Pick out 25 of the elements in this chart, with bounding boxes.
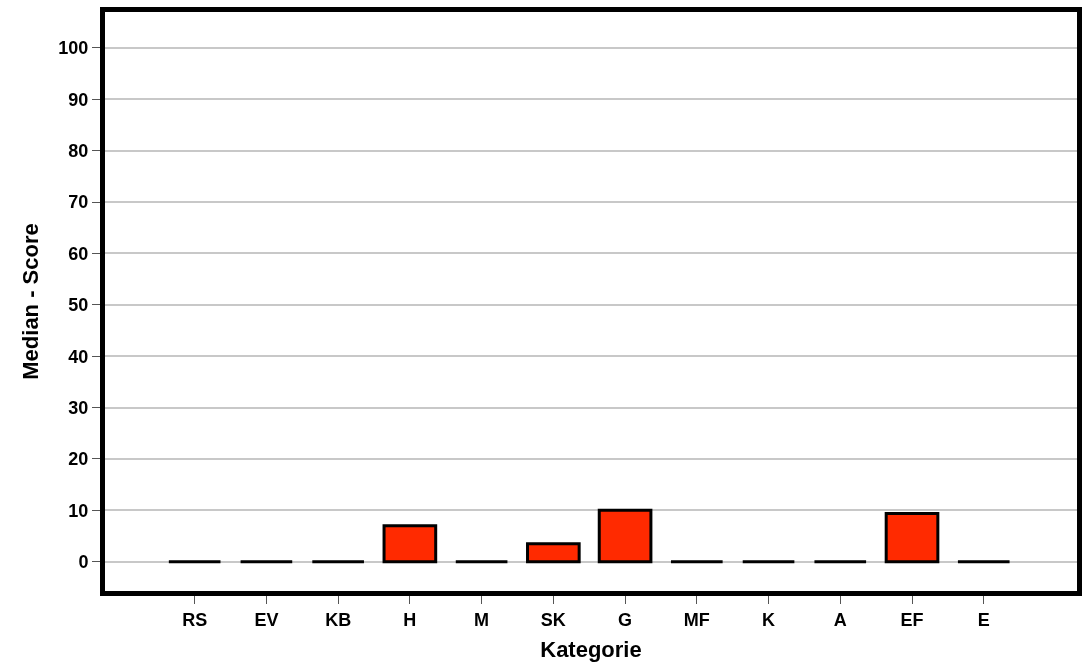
y-tick-label: 0 (78, 552, 89, 573)
y-tick-label: 40 (68, 346, 89, 367)
x-tick-label: SK (540, 609, 566, 630)
x-tick-label: A (833, 609, 847, 630)
x-tick-label: E (977, 609, 990, 630)
x-tick-label: H (403, 609, 417, 630)
x-tick-label: MF (683, 609, 710, 630)
y-tick-label: 20 (68, 449, 89, 470)
x-tick-label: M (474, 609, 490, 630)
x-tick-label: EV (254, 609, 279, 630)
x-tick-label: G (618, 609, 633, 630)
y-tick-label: 80 (68, 141, 89, 162)
x-tick-label: K (762, 609, 776, 630)
y-tick-label: 10 (68, 500, 89, 521)
x-tick-label: KB (325, 609, 352, 630)
y-axis-title: Median - Score (18, 223, 44, 380)
y-tick-label: 50 (68, 295, 89, 316)
x-axis-title: Kategorie (540, 637, 642, 663)
y-tick-label: 30 (68, 397, 89, 418)
x-tick-label: EF (900, 609, 924, 630)
y-tick-label: 60 (68, 243, 89, 264)
y-tick-label: 100 (58, 38, 89, 59)
x-tick-label: RS (182, 609, 208, 630)
y-tick-label: 70 (68, 192, 89, 213)
y-tick-label: 90 (68, 89, 89, 110)
